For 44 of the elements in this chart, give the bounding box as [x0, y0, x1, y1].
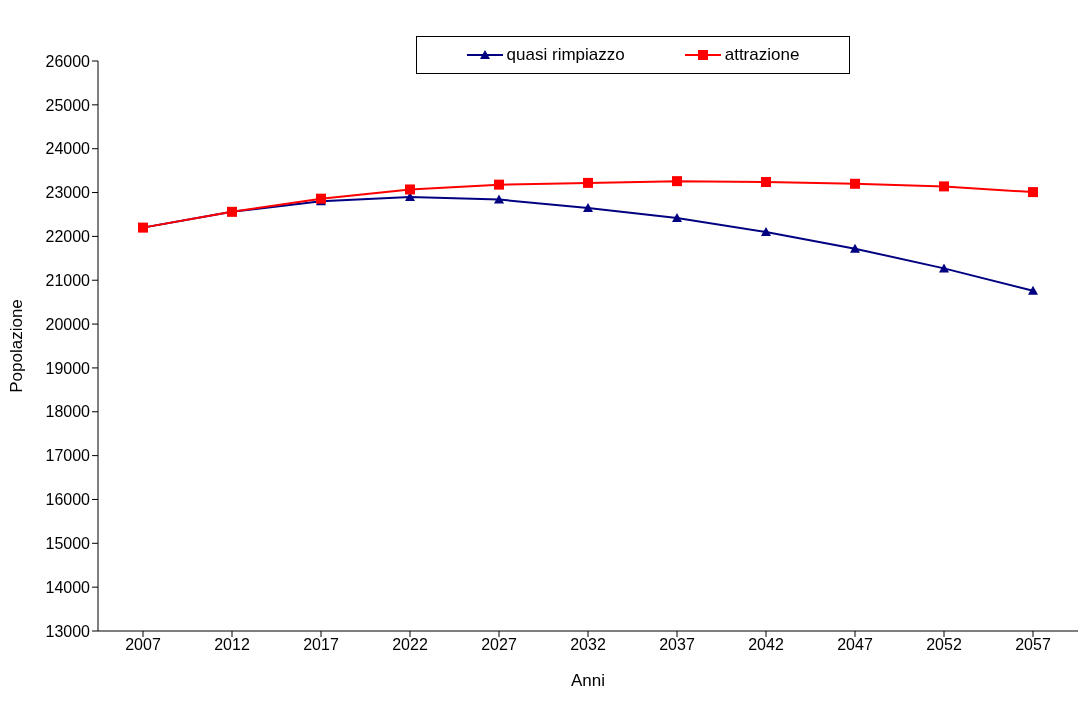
point: [1028, 285, 1038, 295]
x-tick-label: 2017: [303, 636, 339, 654]
x-tick-label: 2032: [570, 636, 606, 654]
x-tick-label: 2027: [481, 636, 517, 654]
point: [405, 184, 415, 195]
x-tick-label: 2007: [125, 636, 161, 654]
point: [583, 177, 593, 188]
y-tick-label: 23000: [45, 184, 91, 202]
y-axis-title: Popolazione: [7, 299, 27, 393]
y-tick-label: 14000: [45, 578, 91, 596]
legend-label: quasi rimpiazzo: [506, 45, 625, 65]
point: [939, 263, 949, 273]
point: [761, 227, 771, 236]
y-tick-label: 26000: [45, 52, 91, 70]
point: [939, 181, 949, 192]
y-tick-label: 18000: [45, 403, 91, 421]
y-tick-label: 21000: [45, 271, 91, 289]
y-tick-label: 15000: [45, 534, 91, 552]
x-tick-label: 2037: [659, 636, 695, 654]
y-tick-label: 19000: [45, 359, 91, 377]
y-tick-label: 16000: [45, 491, 91, 509]
y-tick-label: 25000: [45, 96, 91, 114]
y-tick-label: 20000: [45, 315, 91, 333]
y-tick-label: 24000: [45, 140, 91, 158]
legend-label: attrazione: [724, 45, 800, 65]
point: [583, 202, 593, 212]
point: [1028, 187, 1038, 198]
point: [494, 179, 504, 190]
x-tick-label: 2022: [392, 636, 428, 654]
x-tick-label: 2052: [926, 636, 962, 654]
point: [850, 243, 860, 253]
x-tick-label: 2042: [748, 636, 784, 654]
point: [761, 177, 771, 188]
point: [672, 212, 682, 222]
x-tick-label: 2057: [1015, 636, 1051, 654]
y-tick-label: 22000: [45, 228, 91, 246]
point: [672, 176, 682, 187]
y-tick-label: 17000: [45, 447, 91, 465]
x-tick-label: 2047: [837, 636, 873, 654]
point: [494, 194, 504, 204]
y-tick-label: 13000: [45, 622, 91, 640]
x-axis-title: Anni: [570, 671, 606, 690]
x-tick-label: 2012: [214, 636, 250, 654]
point: [850, 178, 860, 189]
